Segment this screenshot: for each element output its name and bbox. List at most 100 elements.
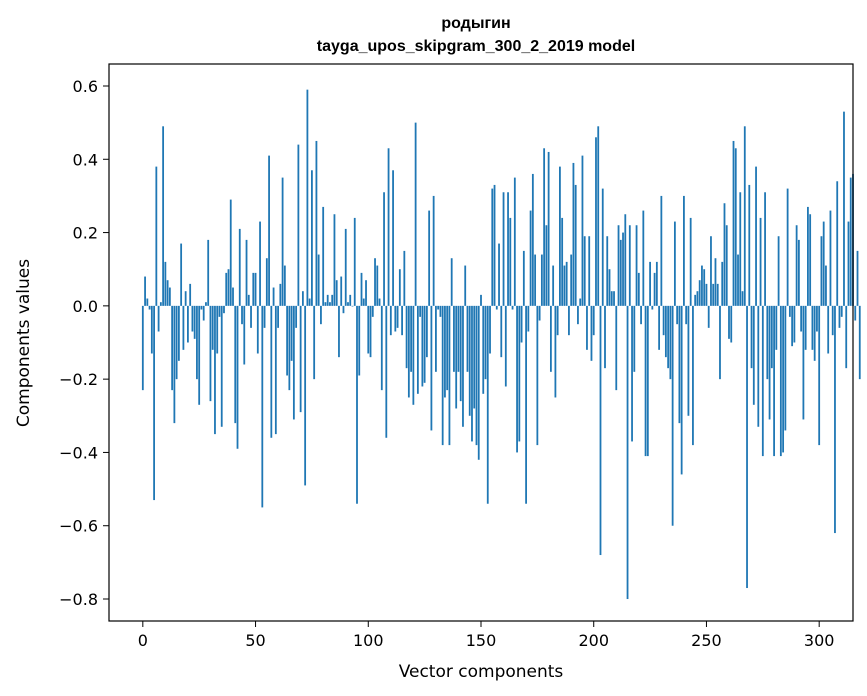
x-tick-label-1: 50 (245, 631, 265, 650)
bar-112 (394, 305, 397, 332)
plot-frame (108, 63, 854, 622)
bar-188 (565, 261, 568, 306)
bar-31 (211, 305, 214, 350)
bar-192 (574, 184, 577, 306)
bar-166 (516, 305, 518, 453)
bar-62 (281, 177, 284, 306)
y-tick-label-4: −0.2 (59, 370, 98, 389)
bar-283 (779, 305, 782, 457)
bar-303 (825, 265, 827, 306)
bar-317 (856, 250, 859, 306)
bar-270 (750, 305, 753, 369)
bar-138 (453, 305, 455, 372)
bar-251 (707, 305, 710, 328)
bar-217 (631, 305, 633, 442)
bar-310 (840, 305, 843, 317)
bar-149 (477, 305, 480, 460)
bar-19 (184, 291, 187, 306)
bar-213 (622, 232, 624, 306)
bar-10 (164, 261, 167, 306)
bar-257 (721, 261, 724, 306)
bar-35 (220, 305, 223, 427)
bar-197 (586, 305, 588, 350)
bar-75 (311, 170, 313, 306)
bar-160 (502, 192, 505, 306)
bar-225 (649, 261, 651, 306)
bar-34 (218, 305, 221, 317)
bar-207 (608, 269, 611, 306)
bar-33 (216, 305, 219, 354)
bar-61 (279, 283, 282, 306)
bar-196 (583, 236, 586, 306)
bar-16 (177, 305, 180, 361)
bar-277 (766, 305, 769, 380)
x-axis-label: Vector components (399, 662, 564, 682)
bar-150 (480, 294, 482, 306)
bar-5 (153, 305, 155, 501)
bar-211 (617, 225, 620, 306)
y-tick-label-0: 0.6 (73, 77, 98, 96)
bar-275 (761, 305, 764, 457)
bar-77 (315, 140, 318, 306)
bar-313 (847, 221, 850, 306)
bar-79 (320, 305, 322, 325)
bar-74 (308, 298, 311, 306)
bar-145 (468, 305, 471, 416)
bar-50 (254, 272, 257, 306)
bar-177 (540, 254, 543, 306)
bar-47 (247, 294, 250, 306)
bar-76 (313, 305, 316, 380)
bar-91 (347, 302, 349, 306)
bar-11 (166, 280, 169, 306)
bar-131 (437, 305, 440, 310)
bar-271 (752, 305, 755, 405)
bar-272 (755, 166, 757, 306)
bar-182 (552, 265, 555, 306)
bar-148 (475, 305, 478, 446)
bar-218 (633, 305, 636, 372)
bar-281 (775, 305, 778, 350)
bar-126 (425, 305, 428, 358)
bar-133 (441, 305, 444, 446)
bar-17 (180, 243, 183, 306)
bar-73 (306, 89, 309, 306)
bar-292 (800, 305, 803, 332)
bar-80 (322, 206, 325, 306)
bar-184 (556, 305, 559, 336)
bar-28 (205, 302, 207, 306)
bar-199 (590, 305, 593, 361)
bar-7 (157, 305, 160, 332)
bar-105 (378, 298, 381, 306)
bar-231 (662, 305, 665, 336)
bar-309 (838, 305, 841, 328)
bar-57 (270, 305, 273, 438)
bar-107 (383, 192, 385, 306)
bar-71 (301, 291, 304, 306)
bar-165 (513, 177, 516, 306)
bar-174 (534, 254, 537, 306)
bar-4 (150, 305, 153, 354)
bar-280 (773, 305, 775, 457)
bar-54 (263, 305, 266, 328)
chart-title: родыгин (441, 15, 510, 32)
bar-234 (669, 305, 672, 380)
bar-311 (843, 111, 845, 306)
bar-240 (683, 195, 685, 306)
bar-157 (495, 305, 498, 310)
bar-158 (498, 243, 500, 306)
bar-209 (613, 291, 615, 306)
bar-83 (329, 302, 331, 306)
bar-202 (597, 126, 600, 306)
bar-269 (748, 184, 751, 306)
bar-253 (712, 283, 715, 306)
x-tick-label-6: 300 (804, 631, 835, 650)
bar-140 (457, 305, 460, 372)
bar-222 (642, 210, 645, 306)
bar-122 (416, 305, 419, 394)
bar-265 (739, 192, 742, 306)
bar-221 (640, 305, 642, 325)
bar-312 (845, 305, 848, 369)
bar-299 (816, 305, 818, 332)
bar-239 (680, 305, 683, 475)
